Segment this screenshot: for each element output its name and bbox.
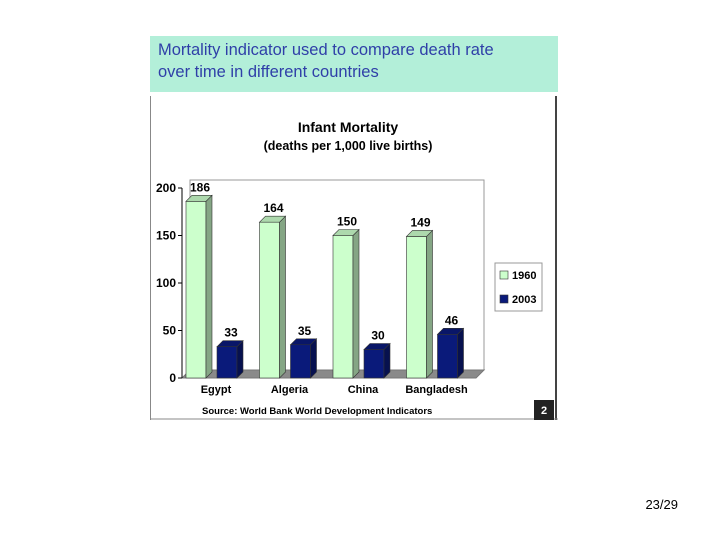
value-label-egypt-2003: 33 bbox=[224, 326, 238, 340]
bar-top-algeria-1960 bbox=[258, 215, 287, 223]
bar-bangladesh-1960 bbox=[406, 236, 427, 379]
value-label-algeria-1960: 164 bbox=[263, 201, 283, 215]
x-axis-labels: Egypt Algeria China Bangladesh bbox=[201, 384, 468, 396]
page-number: 23/29 bbox=[645, 497, 678, 512]
chart-subtitle: (deaths per 1,000 live births) bbox=[264, 139, 433, 153]
bar-china-2003 bbox=[363, 349, 385, 379]
bar-side-bangladesh-1960 bbox=[426, 229, 433, 379]
bar-top-bangladesh-2003 bbox=[436, 328, 465, 335]
bar-side-algeria-1960 bbox=[279, 215, 286, 379]
y-tick-label: 150 bbox=[156, 229, 176, 243]
x-label-egypt: Egypt bbox=[201, 384, 232, 396]
slide-badge-number: 2 bbox=[541, 405, 547, 417]
value-label-bangladesh-1960: 149 bbox=[410, 215, 430, 229]
chart-slide: Infant Mortality (deaths per 1,000 live … bbox=[150, 96, 558, 420]
infant-mortality-chart: Infant Mortality (deaths per 1,000 live … bbox=[150, 96, 558, 420]
value-label-china-1960: 150 bbox=[337, 215, 357, 229]
bar-algeria-1960 bbox=[259, 221, 280, 379]
bar-top-bangladesh-1960 bbox=[405, 230, 434, 237]
chart-title: Infant Mortality bbox=[298, 119, 399, 135]
bar-top-china-2003 bbox=[363, 343, 391, 350]
x-label-algeria: Algeria bbox=[271, 384, 309, 396]
source-note: Source: World Bank World Development Ind… bbox=[202, 406, 432, 417]
bars bbox=[185, 194, 465, 379]
caption-line-2: over time in different countries bbox=[158, 63, 379, 81]
x-label-bangladesh: Bangladesh bbox=[405, 384, 468, 396]
value-labels: 186 33 164 35 150 30 149 46 bbox=[190, 180, 459, 342]
bar-algeria-2003 bbox=[290, 344, 311, 379]
value-label-algeria-2003: 35 bbox=[298, 324, 312, 338]
legend-label-1960: 1960 bbox=[512, 270, 536, 282]
y-tick-label: 50 bbox=[163, 324, 177, 338]
caption-line-1: Mortality indicator used to compare deat… bbox=[158, 41, 494, 59]
bar-bangladesh-2003 bbox=[437, 334, 458, 379]
legend-swatch-2003 bbox=[499, 294, 509, 304]
bar-side-algeria-2003 bbox=[310, 338, 317, 379]
caption-box: Mortality indicator used to compare deat… bbox=[150, 36, 558, 92]
legend: 1960 2003 bbox=[494, 262, 543, 312]
legend-swatch-1960 bbox=[499, 270, 509, 280]
value-label-egypt-1960: 186 bbox=[190, 180, 210, 194]
legend-label-2003: 2003 bbox=[512, 294, 536, 306]
bar-china-1960 bbox=[332, 235, 354, 379]
x-label-china: China bbox=[348, 384, 379, 396]
y-axis-ticks: 0 50 100 150 200 bbox=[156, 181, 182, 385]
value-label-china-2003: 30 bbox=[371, 329, 385, 343]
y-tick-label: 100 bbox=[156, 276, 176, 290]
y-tick-label: 200 bbox=[156, 181, 176, 195]
bar-egypt-1960 bbox=[185, 201, 207, 379]
bar-egypt-2003 bbox=[216, 346, 238, 379]
slide-badge bbox=[534, 400, 554, 420]
bar-top-china-1960 bbox=[332, 229, 360, 236]
bar-top-egypt-1960 bbox=[185, 195, 213, 202]
bar-side-egypt-2003 bbox=[236, 339, 244, 379]
bar-side-egypt-1960 bbox=[205, 194, 213, 379]
value-label-bangladesh-2003: 46 bbox=[445, 313, 459, 327]
bar-side-china-1960 bbox=[352, 228, 360, 379]
bar-top-algeria-2003 bbox=[289, 338, 318, 346]
bar-side-bangladesh-2003 bbox=[457, 327, 464, 379]
bar-top-egypt-2003 bbox=[216, 340, 244, 347]
y-tick-label: 0 bbox=[169, 371, 176, 385]
